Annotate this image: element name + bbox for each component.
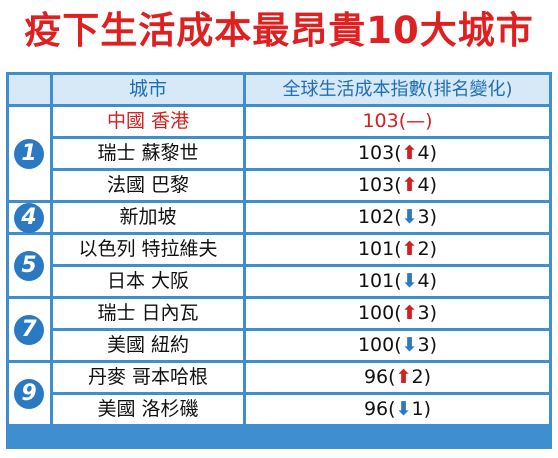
- index-value: 101: [357, 238, 395, 260]
- city-cell: 瑞士 蘇黎世: [53, 139, 243, 168]
- index-cell: 103(⬆4): [246, 139, 549, 168]
- city-cell: 瑞士 日內瓦: [53, 299, 243, 328]
- arrow-down-icon: ⬇: [395, 398, 412, 420]
- rank-change: 2: [411, 366, 424, 388]
- index-value: 103: [357, 142, 395, 164]
- arrow-down-icon: ⬇: [401, 206, 418, 228]
- index-value: 103: [357, 174, 395, 196]
- city-cell: 新加坡: [53, 203, 243, 232]
- rank-badge: 7: [14, 315, 44, 345]
- arrow-up-icon: ⬆: [401, 174, 418, 196]
- index-cell: 101(⬇4): [246, 267, 549, 296]
- rank-change: 3: [417, 302, 430, 324]
- index-value: 101: [357, 270, 395, 292]
- index-value: 102: [357, 206, 395, 228]
- city-cell: 中國 香港: [53, 107, 243, 136]
- rank-change: 3: [417, 334, 430, 356]
- header-index: 全球生活成本指數(排名變化): [246, 75, 549, 104]
- city-cell: 美國 洛杉磯: [53, 395, 243, 424]
- index-cell: 100(⬇3): [246, 331, 549, 360]
- arrow-down-icon: ⬇: [401, 334, 418, 356]
- rank-cell: 9: [9, 363, 50, 424]
- rank-change: 3: [417, 206, 430, 228]
- index-cell: 101(⬆2): [246, 235, 549, 264]
- index-value: 96: [363, 366, 389, 388]
- rank-cell: 7: [9, 299, 50, 360]
- header-city: 城市: [53, 75, 243, 104]
- rank-badge: 1: [14, 139, 44, 169]
- rank-change: 1: [411, 398, 424, 420]
- rank-badge: 5: [14, 251, 44, 281]
- index-cell: 102(⬇3): [246, 203, 549, 232]
- city-cell: 法國 巴黎: [53, 171, 243, 200]
- index-value: 96: [363, 398, 389, 420]
- rank-change: 4: [417, 174, 430, 196]
- rank-badge: 4: [14, 203, 44, 233]
- header-rank-blank: [9, 75, 50, 104]
- arrow-up-icon: ⬆: [401, 238, 418, 260]
- page-title: 疫下生活成本最昂貴10大城市: [24, 9, 534, 52]
- index-cell: 103(⬆4): [246, 171, 549, 200]
- index-value: 100: [357, 334, 395, 356]
- city-cell: 日本 大阪: [53, 267, 243, 296]
- rank-change: 4: [417, 270, 430, 292]
- index-cell: 100(⬆3): [246, 299, 549, 328]
- city-cell: 美國 紐約: [53, 331, 243, 360]
- index-value: 100: [357, 302, 395, 324]
- rank-cell: 5: [9, 235, 50, 296]
- rank-change: 2: [417, 238, 430, 260]
- rank-cell: 1: [9, 107, 50, 200]
- index-value: 103: [362, 110, 399, 132]
- rank-cell: 4: [9, 203, 50, 233]
- rank-change: 4: [417, 142, 430, 164]
- arrow-up-icon: ⬆: [401, 302, 418, 324]
- index-cell: 96(⬇1): [246, 395, 549, 424]
- arrow-down-icon: ⬇: [401, 270, 418, 292]
- arrow-up-icon: ⬆: [401, 142, 418, 164]
- city-cell: 丹麥 哥本哈根: [53, 363, 243, 392]
- index-cell: 96(⬆2): [246, 363, 549, 392]
- rank-change: (—): [398, 110, 433, 132]
- arrow-up-icon: ⬆: [395, 366, 412, 388]
- index-cell: 103(—): [246, 107, 549, 136]
- ranking-table: 城市 全球生活成本指數(排名變化) 1 中國 香港 103(—) 瑞士 蘇黎世 103(…: [6, 72, 552, 449]
- rank-badge: 9: [14, 379, 44, 409]
- city-cell: 以色列 特拉維夫: [53, 235, 243, 264]
